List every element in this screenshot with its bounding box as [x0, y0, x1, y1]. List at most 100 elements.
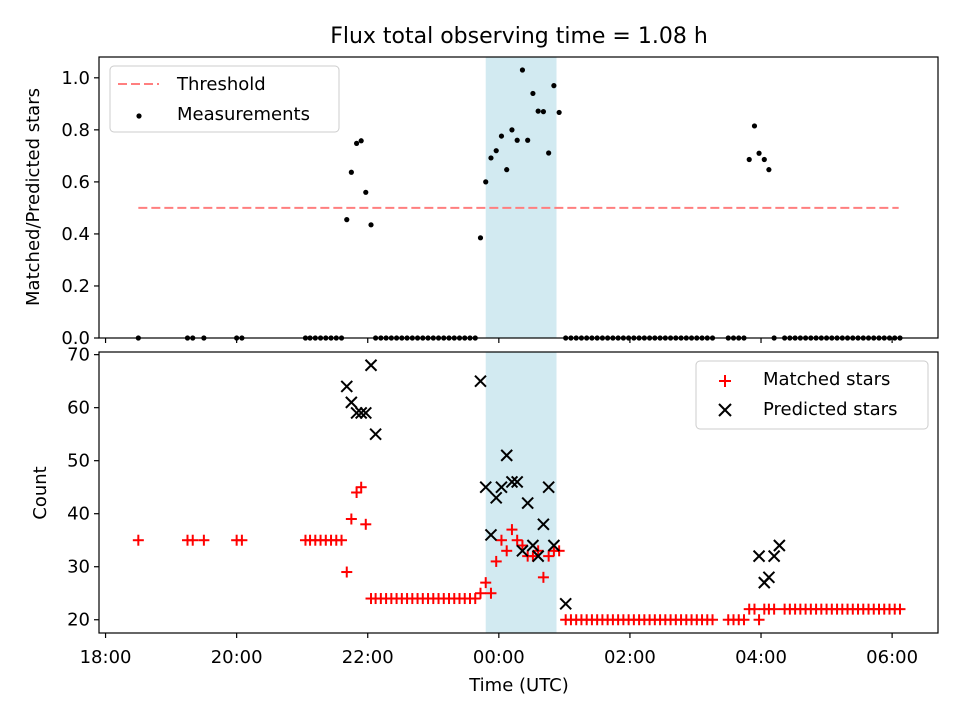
legend-measurements-label: Measurements: [177, 104, 310, 125]
predicted-star-point: [542, 480, 555, 494]
measurement-point: [514, 137, 520, 143]
matched-star-point: [345, 513, 357, 525]
top-axes-frame: [98, 56, 939, 339]
x-tick-label: 06:00: [866, 647, 918, 668]
predicted-star-point: [500, 449, 513, 462]
chart-title: Flux total observing time = 1.08 h: [330, 24, 708, 49]
legend-predicted-swatch: [718, 403, 732, 417]
bottom-y-axis-ticks: 20 30 40 50 60 70: [67, 345, 99, 631]
top-legend-box: [109, 65, 340, 133]
measurement-point: [358, 138, 364, 144]
top-x-axis-ticks: [104, 338, 893, 343]
predicted-star-point: [359, 406, 372, 420]
measurement-point: [493, 148, 499, 154]
predicted-star-point: [510, 475, 524, 489]
predicted-star-point: [559, 597, 572, 611]
predicted-star-point: [474, 374, 487, 388]
legend-threshold-label: Threshold: [176, 74, 266, 95]
matched-star-point: [738, 614, 750, 626]
predicted-star-point: [369, 427, 382, 441]
measurement-point: [551, 83, 557, 89]
bottom-legend-box: [695, 360, 929, 430]
matched-star-point: [236, 534, 248, 546]
x-tick-label: 18:00: [80, 647, 132, 668]
top-legend: Threshold Measurements: [109, 65, 340, 133]
y-tick-label: 0.0: [61, 328, 90, 349]
predicted-star-point: [490, 491, 503, 505]
y-tick-label: 70: [67, 345, 90, 366]
bottom-axes-frame: [98, 351, 939, 634]
top-y-axis-ticks: 0.0 0.2 0.4 0.6 0.8 1.0: [61, 68, 99, 349]
y-tick-label: 20: [67, 610, 90, 631]
measurement-point: [368, 222, 374, 228]
matched-star-point: [537, 571, 549, 583]
matched-star-point: [527, 550, 539, 562]
matched-star-point: [768, 603, 780, 615]
x-tick-label: 00:00: [473, 647, 525, 668]
measurement-point: [519, 67, 526, 73]
measurement-point: [766, 167, 772, 173]
y-tick-label: 0.8: [61, 120, 90, 141]
predicted-star-point: [505, 475, 519, 489]
measurement-point: [540, 109, 547, 115]
y-tick-label: 30: [67, 557, 90, 578]
predicted-star-point: [479, 480, 492, 494]
x-tick-label: 02:00: [604, 647, 656, 668]
matched-star-point: [485, 587, 497, 599]
predicted-star-point: [495, 480, 508, 494]
matched-stars-points: [132, 481, 906, 626]
measurement-point: [530, 90, 536, 97]
matched-star-point: [469, 593, 481, 605]
matched-star-point: [187, 534, 199, 546]
x-tick-label: 20:00: [211, 647, 263, 668]
matched-star-point: [355, 481, 367, 493]
legend-matched-swatch: [719, 375, 731, 387]
legend-measurements-swatch: [136, 113, 142, 119]
matched-star-point: [198, 534, 210, 546]
measurement-point: [477, 235, 484, 241]
y-tick-label: 0.6: [61, 172, 90, 193]
predicted-star-point: [762, 571, 776, 584]
predicted-stars-points: [340, 359, 786, 611]
predicted-star-point: [773, 539, 786, 552]
top-shaded-interval: [485, 57, 557, 338]
measurement-point: [483, 179, 489, 185]
matched-star-point: [336, 534, 348, 546]
matched-star-point: [894, 603, 906, 615]
legend-predicted-label: Predicted stars: [763, 399, 897, 420]
matched-star-point: [495, 534, 507, 546]
predicted-star-point: [767, 549, 781, 563]
measurement-point: [546, 150, 552, 156]
predicted-star-point: [531, 549, 545, 563]
matched-star-point: [490, 555, 502, 567]
matched-star-point: [474, 587, 486, 599]
measurement-point: [498, 133, 505, 139]
matched-star-point: [753, 614, 765, 626]
measurement-point: [756, 150, 762, 156]
matched-star-point: [341, 566, 353, 578]
bottom-y-axis-label: Count: [30, 466, 51, 519]
predicted-star-point: [350, 406, 363, 420]
predicted-star-point: [354, 406, 368, 420]
y-tick-label: 50: [67, 451, 90, 472]
matched-star-point: [132, 534, 144, 546]
predicted-star-point: [547, 539, 561, 552]
matched-star-point: [360, 518, 372, 530]
top-panel: 0.0 0.2 0.4 0.6 0.8 1.0 Matched/Predicted sta…: [23, 56, 939, 349]
top-y-axis-label: Matched/Predicted stars: [23, 88, 44, 306]
x-tick-label: 22:00: [342, 647, 394, 668]
measurement-point: [353, 140, 360, 146]
measurement-point: [751, 123, 758, 129]
predicted-star-point: [526, 539, 540, 552]
legend-matched-label: Matched stars: [763, 369, 890, 390]
predicted-star-point: [484, 528, 498, 542]
predicted-star-point: [516, 544, 529, 558]
bottom-x-axis-ticks: 18:00 20:00 22:00 00:00 02:00 04:00 06:00: [80, 633, 918, 668]
matched-star-point: [501, 545, 513, 557]
measurement-point: [363, 189, 369, 195]
matched-star-point: [511, 534, 523, 546]
measurement-point: [509, 127, 515, 133]
predicted-star-point: [752, 549, 766, 563]
x-tick-label: 04:00: [735, 647, 787, 668]
